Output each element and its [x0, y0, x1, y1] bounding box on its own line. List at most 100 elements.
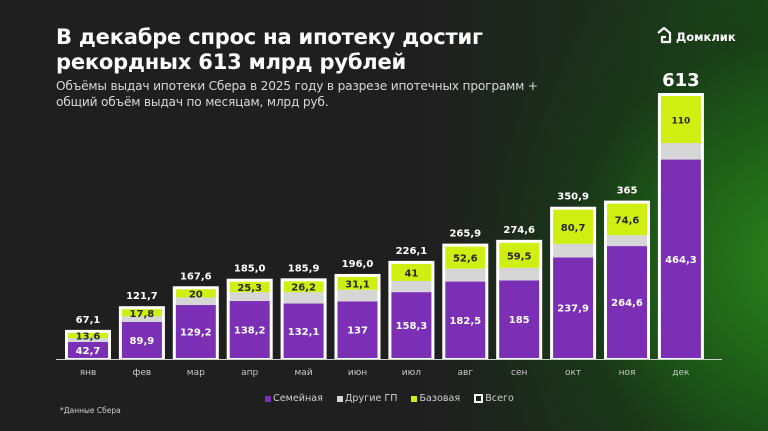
home-logo-icon [656, 26, 672, 47]
bar-segment-family [499, 280, 540, 358]
bar-segment-family [229, 301, 270, 358]
bar-segment-family [445, 281, 486, 358]
data-label-base: 52,6 [453, 254, 478, 265]
data-label-family: 89,9 [130, 336, 155, 347]
legend-item-family: Семейная [265, 393, 323, 404]
domclick-logo: Домклик [656, 26, 736, 47]
bar-segment-base [68, 332, 108, 338]
chart-legend: Семейная Другие ГП Базовая Всего [265, 393, 514, 404]
data-label-total: 185,0 [234, 264, 266, 275]
bar-segment-base [445, 246, 486, 269]
bar-segment-other [229, 292, 270, 302]
x-tick-label: апр [241, 368, 258, 378]
x-tick-label: сен [511, 368, 527, 378]
x-tick-label: янв [80, 368, 97, 378]
bar-segment-family [121, 321, 162, 358]
data-label-total: 274,6 [503, 225, 535, 236]
logo-text: Домклик [676, 29, 736, 44]
data-label-base: 17,8 [130, 309, 155, 320]
legend-item-other: Другие ГП [336, 393, 398, 404]
bar-segment-base [121, 309, 162, 317]
bar-segment-family [660, 159, 701, 358]
data-label-family: 185 [509, 315, 530, 326]
bar-segment-family [68, 342, 108, 358]
legend-swatch-base [411, 395, 418, 402]
data-label-total: 226,1 [396, 246, 428, 257]
bar-segment-base [391, 263, 432, 281]
footnote: *Данные Сбера [60, 406, 121, 415]
bar-segment-other [175, 297, 216, 306]
data-label-family: 237,9 [557, 304, 589, 315]
bar-segment-base [283, 281, 324, 293]
data-label-family: 132,1 [288, 327, 320, 338]
x-tick-label: мар [187, 368, 205, 378]
data-label-total: 365 [617, 186, 638, 197]
data-label-family: 182,5 [449, 316, 481, 327]
legend-label-base: Базовая [419, 393, 461, 404]
x-tick-label: июн [348, 368, 367, 378]
bar-segment-other [553, 243, 594, 258]
x-tick-label: фев [133, 368, 152, 378]
bar-segment-family [607, 246, 647, 358]
data-label-total: 613 [662, 70, 700, 91]
x-tick-label: дек [672, 368, 690, 378]
bar-segment-other [337, 289, 378, 302]
bar-segment-base [229, 281, 270, 293]
x-tick-label: окт [565, 368, 581, 378]
data-label-base: 13,6 [76, 331, 101, 342]
legend-swatch-other [336, 395, 343, 402]
data-label-base: 20 [189, 289, 203, 300]
bar-segment-base [660, 96, 701, 144]
legend-item-base: Базовая [411, 393, 460, 404]
data-label-family: 129,2 [180, 328, 212, 339]
legend-label-other: Другие ГП [344, 393, 398, 404]
legend-swatch-total [474, 394, 484, 403]
data-label-total: 185,9 [288, 263, 320, 274]
bar-segment-base [175, 289, 216, 298]
bar-segment-other [283, 292, 324, 304]
bar-segment-family [391, 292, 432, 358]
bar-segment-base [499, 242, 540, 268]
data-label-base: 26,2 [291, 283, 316, 294]
data-label-family: 138,2 [234, 326, 266, 337]
data-label-family: 464,3 [665, 255, 697, 266]
bar-segment-other [499, 267, 540, 281]
bar-segment-base [607, 203, 647, 236]
x-tick-label: май [295, 368, 313, 378]
data-label-base: 74,6 [615, 215, 640, 226]
bar-segment-other [391, 280, 432, 293]
data-label-family: 264,6 [611, 298, 643, 309]
bar-segment-family [283, 303, 324, 358]
legend-label-total: Всего [485, 393, 514, 404]
data-label-base: 110 [672, 117, 691, 127]
bar-segment-other [445, 268, 486, 282]
data-label-total: 350,9 [557, 192, 589, 203]
data-label-base: 59,5 [507, 251, 532, 262]
data-label-base: 25,3 [237, 283, 262, 294]
data-label-family: 158,3 [396, 321, 428, 332]
data-label-family: 137 [347, 326, 368, 337]
bar-segment-other [68, 337, 108, 343]
legend-swatch-family [265, 395, 271, 402]
x-tick-label: авг [458, 368, 474, 378]
data-label-total: 67,1 [76, 315, 101, 326]
bar-segment-base [553, 209, 594, 244]
data-label-base: 31,1 [345, 279, 370, 290]
bar-segment-other [121, 316, 162, 322]
bar-segment-other [607, 235, 647, 247]
data-label-total: 121,7 [126, 291, 158, 302]
x-tick-label: ноя [619, 368, 636, 378]
bar-segment-family [175, 305, 216, 358]
bar-segment-base [337, 276, 378, 290]
x-tick-label: июл [402, 368, 421, 378]
legend-label-family: Семейная [273, 393, 323, 404]
legend-item-total: Всего [474, 393, 514, 404]
bar-segment-other [660, 143, 701, 160]
data-label-total: 196,0 [342, 259, 374, 270]
page-title: В декабре спрос на ипотеку достиг рекорд… [56, 25, 483, 74]
data-label-total: 265,9 [449, 229, 481, 240]
data-label-base: 41 [404, 268, 418, 279]
data-label-family: 42,7 [76, 346, 101, 357]
page-subtitle: Объёмы выдач ипотеки Сбера в 2025 году в… [56, 79, 538, 109]
